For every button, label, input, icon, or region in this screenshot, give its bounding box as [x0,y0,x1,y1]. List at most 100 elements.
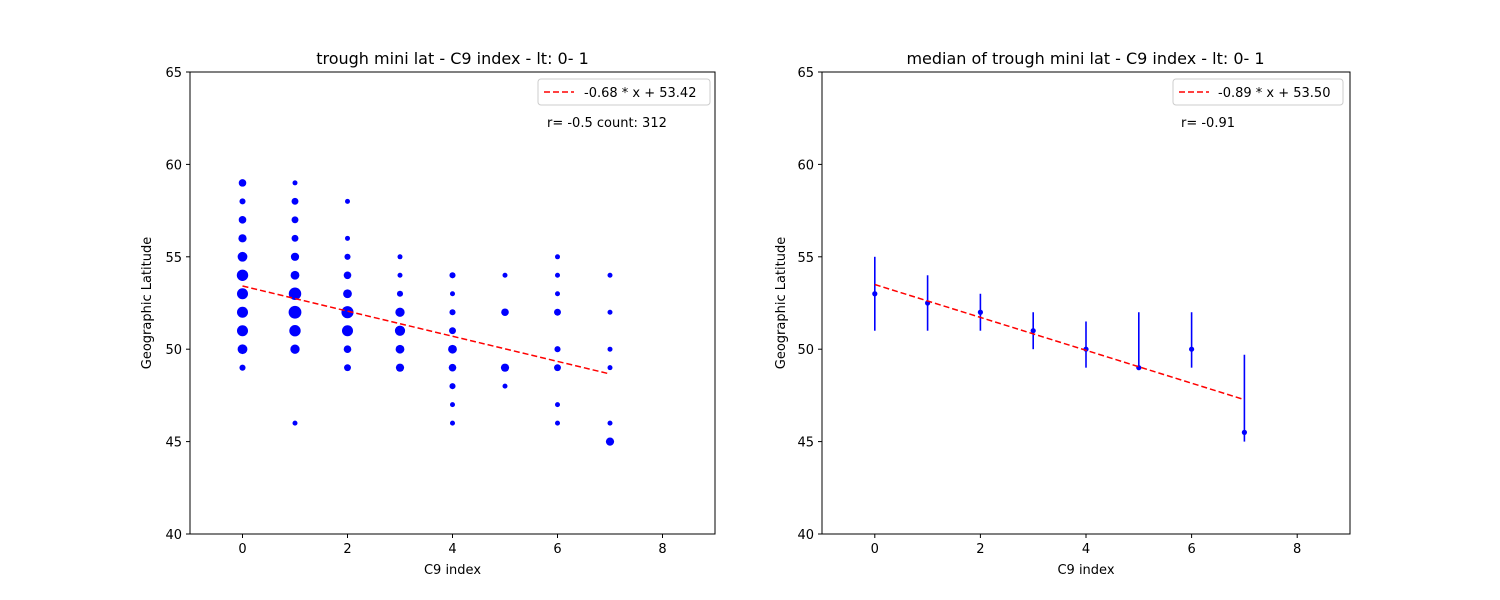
right-y-tick-label: 65 [797,66,814,81]
scatter-point [344,364,351,372]
scatter-point [239,364,246,371]
scatter-point [555,272,560,278]
scatter-point [394,325,406,336]
scatter-point [343,345,352,354]
scatter-point [344,253,351,260]
scatter-point [395,307,405,317]
left-chart-marks [236,179,615,446]
scatter-point [449,272,456,279]
left-chart-ticks: 0 2 4 6 8 40 45 50 55 60 65 [165,66,666,557]
left-chart-title: trough mini lat - C9 index - lt: 0- 1 [316,49,589,68]
left-legend-box [537,78,711,106]
scatter-point [501,308,509,317]
scatter-point [449,309,456,316]
right-chart-x-axis-label: C9 index [1057,563,1114,578]
scatter-point [555,402,560,408]
scatter-point [607,309,613,315]
left-y-tick-label: 40 [165,528,182,543]
scatter-point [555,254,560,260]
scatter-point [500,363,510,372]
scatter-point [554,364,561,372]
scatter-point [238,179,247,187]
scatter-point [554,346,561,353]
scatter-point [396,290,404,297]
scatter-point [341,306,354,319]
right-y-tick-label: 50 [797,343,814,358]
left-y-tick-label: 45 [165,436,182,451]
scatter-point [237,344,248,355]
right-x-tick-label: 4 [1082,542,1090,557]
scatter-point [448,363,457,372]
right-chart-title: median of trough mini lat - C9 index - l… [906,49,1264,68]
scatter-point [341,325,354,337]
left-x-tick-label: 8 [658,542,666,557]
left-x-tick-label: 4 [448,542,456,557]
left-chart-annotation: r= -0.5 count: 312 [547,116,667,131]
right-x-tick-label: 6 [1187,542,1195,557]
right-chart-panel: median of trough mini lat - C9 index - l… [774,49,1351,578]
scatter-point [290,344,300,354]
left-chart-panel: trough mini lat - C9 index - lt: 0- 1 0 2… [140,49,716,578]
scatter-point [607,346,613,352]
left-x-tick-label: 2 [343,542,351,557]
scatter-point [236,325,249,337]
right-chart-y-axis-label: Geographic Latitude [774,237,789,369]
scatter-point [290,270,300,280]
right-legend-label: -0.89 * x + 53.50 [1218,86,1330,101]
scatter-point [555,291,560,297]
right-x-tick-label: 8 [1293,542,1301,557]
scatter-point [607,365,613,371]
scatter-point [450,402,455,408]
right-chart-annotation: r= -0.91 [1181,116,1235,131]
scatter-point [449,383,456,390]
scatter-point [449,327,456,335]
right-legend-box [1172,78,1344,106]
scatter-point [292,420,298,426]
scatter-point [450,291,455,297]
scatter-point [607,420,613,426]
right-y-tick-label: 55 [797,251,814,266]
scatter-point [554,308,561,316]
left-chart-y-axis-label: Geographic Latitude [140,237,155,369]
scatter-point [605,437,615,446]
right-chart-marks [872,256,1247,442]
scatter-point [237,251,248,262]
median-point [977,309,984,315]
left-x-tick-label: 6 [553,542,561,557]
scatter-point [288,305,302,319]
scatter-point [288,287,302,300]
left-chart-x-axis-label: C9 index [424,563,481,578]
median-point [872,291,878,297]
median-point [1030,328,1036,334]
left-y-tick-label: 55 [165,251,182,266]
right-chart-legend: -0.89 * x + 53.50 [1172,78,1344,106]
scatter-point [345,198,350,204]
median-point [1241,429,1247,435]
scatter-point [450,420,455,426]
scatter-point [292,180,298,186]
left-y-tick-label: 50 [165,343,182,358]
scatter-point [502,272,508,278]
scatter-point [345,235,350,241]
scatter-point [289,325,301,337]
scatter-point [238,234,247,243]
scatter-point [236,269,249,281]
left-chart-legend: -0.68 * x + 53.42 [537,78,711,106]
scatter-point [607,272,613,278]
scatter-point [291,234,299,242]
scatter-point [555,420,560,426]
scatter-point [343,289,352,299]
right-x-tick-label: 0 [871,542,879,557]
right-y-tick-label: 60 [797,158,814,173]
left-y-tick-label: 60 [165,158,182,173]
regression-fit-line [874,283,1245,401]
left-chart-axes-frame [189,71,716,535]
scatter-point [502,383,508,389]
right-chart-ticks: 0 2 4 6 8 40 45 50 55 60 65 [797,66,1301,557]
scatter-point [291,216,299,224]
scatter-point [397,272,403,278]
scatter-point [343,271,352,280]
scatter-point [395,344,405,354]
scatter-point [236,288,249,300]
